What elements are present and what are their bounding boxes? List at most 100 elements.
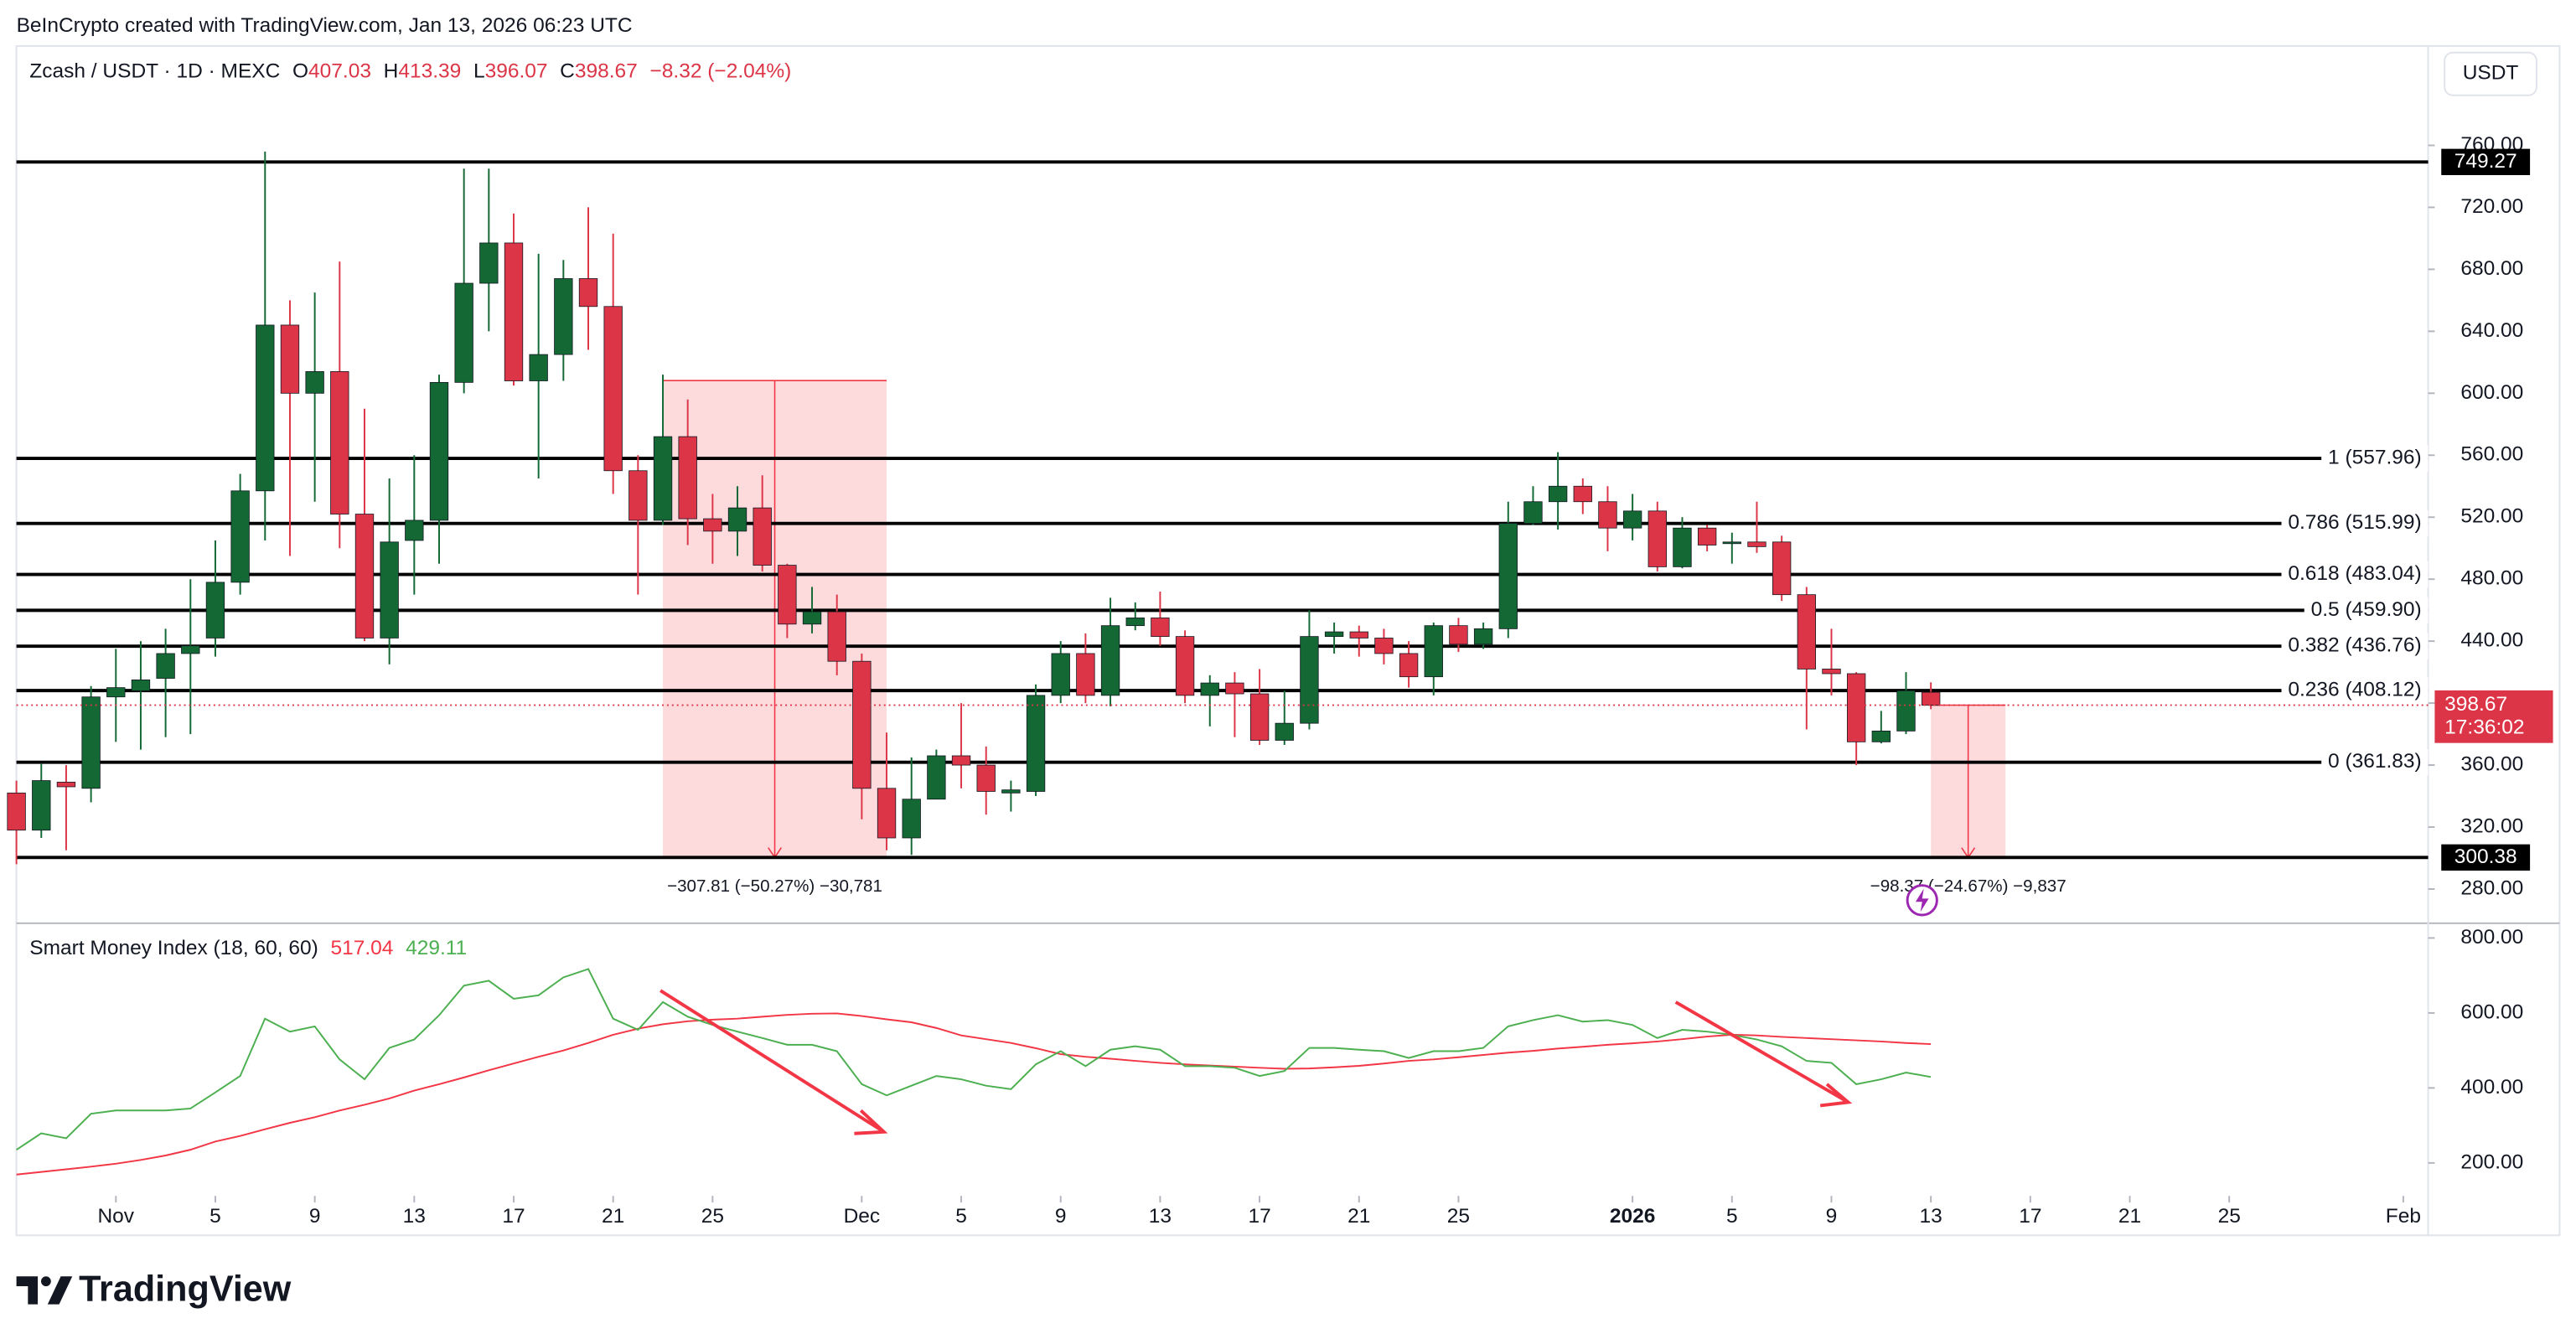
y-tick-label: 680.00: [2460, 257, 2523, 280]
candle-body: [1822, 669, 1841, 675]
x-tick-label: 25: [1447, 1205, 1470, 1228]
fib-label-bg: [2281, 633, 2429, 659]
y-tick-label: 200.00: [2460, 1150, 2523, 1173]
candle-body: [1151, 618, 1170, 638]
candle-body: [7, 792, 26, 831]
candle-body: [1673, 527, 1692, 567]
candle-body: [927, 755, 946, 800]
y-tick-label: 600.00: [2460, 381, 2523, 404]
price-tag: [2441, 844, 2531, 871]
fib-label: 0.382 (436.76): [2288, 634, 2421, 657]
candle-body: [1300, 636, 1319, 724]
candle-body: [1598, 501, 1617, 529]
candle-body: [802, 611, 822, 625]
y-tick-label: 400.00: [2460, 1076, 2523, 1099]
indicator-title: Smart Money Index (18, 60, 60): [29, 938, 318, 960]
fib-label: 0 (361.83): [2328, 750, 2422, 773]
candle-body: [56, 782, 76, 788]
symbol-title: Zcash / USDT · 1D · MEXC: [29, 60, 280, 83]
countdown-label: 17:36:02: [2444, 716, 2524, 738]
candle-body: [479, 242, 499, 284]
x-tick-label: Nov: [97, 1205, 134, 1228]
x-tick-label: 5: [1726, 1205, 1738, 1228]
y-tick-label: 800.00: [2460, 926, 2523, 949]
candle-body: [429, 381, 449, 521]
x-tick-label: 21: [602, 1205, 624, 1228]
fib-label-bg: [2281, 561, 2429, 588]
candle-body: [877, 788, 897, 839]
candle-body: [902, 799, 921, 839]
currency-button[interactable]: [2444, 51, 2537, 96]
candle-body: [1622, 510, 1642, 529]
candle-body: [1722, 541, 1741, 545]
divergence-arrow: [660, 989, 888, 1135]
candle-body: [603, 306, 623, 472]
ohlc-key: H: [384, 60, 399, 83]
attribution: BeInCrypto created with TradingView.com,…: [17, 14, 633, 37]
candle-body: [578, 278, 598, 308]
candle-body: [380, 541, 399, 638]
fib-label: 0.236 (408.12): [2288, 679, 2421, 701]
candle-body: [1648, 510, 1667, 567]
chart-frame: [15, 44, 2561, 1237]
ohlc-value: 398.67: [575, 60, 638, 83]
x-tick-label: 5: [955, 1205, 967, 1228]
x-tick-label: 17: [502, 1205, 525, 1228]
logo-text: TradingView: [79, 1269, 292, 1309]
ohlc-key: L: [473, 60, 485, 83]
y-tick-label: 720.00: [2460, 195, 2523, 218]
candle-body: [1225, 682, 1244, 695]
candle-body: [753, 507, 772, 566]
x-tick-label: 9: [1826, 1205, 1838, 1228]
candle-body: [727, 507, 747, 532]
candle-body: [1026, 695, 1046, 792]
indicator-line: [16, 968, 1932, 1150]
candle-body: [554, 278, 573, 355]
x-tick-label: 2026: [1610, 1205, 1656, 1228]
candle-body: [1498, 523, 1518, 629]
candle-body: [1051, 653, 1070, 696]
candle-body: [628, 470, 648, 521]
candle-body: [1001, 789, 1021, 794]
candle-body: [156, 653, 175, 679]
x-tick-label: 9: [1055, 1205, 1067, 1228]
candle-body: [1871, 731, 1891, 742]
symbol-legend: Zcash / USDT · 1D · MEXC O407.03 H413.39…: [29, 60, 791, 83]
candle-body: [1697, 527, 1717, 545]
fib-label-bg: [2281, 509, 2429, 537]
candle-body: [504, 242, 524, 381]
candle-body: [1449, 625, 1468, 645]
candle-body: [131, 679, 151, 691]
candle-body: [230, 490, 250, 583]
fib-label-bg: [2321, 749, 2429, 776]
y-tick-label: 480.00: [2460, 567, 2523, 590]
fib-label-bg: [2321, 445, 2429, 472]
indicator-value: 429.11: [406, 938, 467, 960]
currency-button-label[interactable]: USDT: [2463, 62, 2519, 85]
x-tick-label: 25: [2218, 1205, 2241, 1228]
candle-body: [976, 764, 996, 792]
candle-body: [1125, 618, 1145, 627]
candle-body: [1275, 722, 1294, 741]
candle-body: [1374, 638, 1394, 654]
x-tick-label: 25: [701, 1205, 724, 1228]
candle-body: [1324, 631, 1344, 638]
y-tick-label: 560.00: [2460, 443, 2523, 466]
alert-icon-bolt: [1915, 888, 1929, 912]
candle-body: [1076, 653, 1095, 696]
x-tick-label: 13: [403, 1205, 426, 1228]
candle-body: [305, 371, 324, 394]
ohlc-key: C: [560, 60, 575, 83]
x-tick-label: 21: [1347, 1205, 1370, 1228]
x-tick-label: 5: [209, 1205, 221, 1228]
y-tick-label: 280.00: [2460, 876, 2523, 899]
candle-body: [678, 436, 697, 520]
measure-label: −98.37 (−24.67%) −9,837: [1870, 876, 2066, 896]
candle-body: [1846, 673, 1866, 742]
candle-body: [32, 780, 51, 831]
ohlc-value: 396.07: [485, 60, 548, 83]
candle-body: [1772, 541, 1792, 596]
